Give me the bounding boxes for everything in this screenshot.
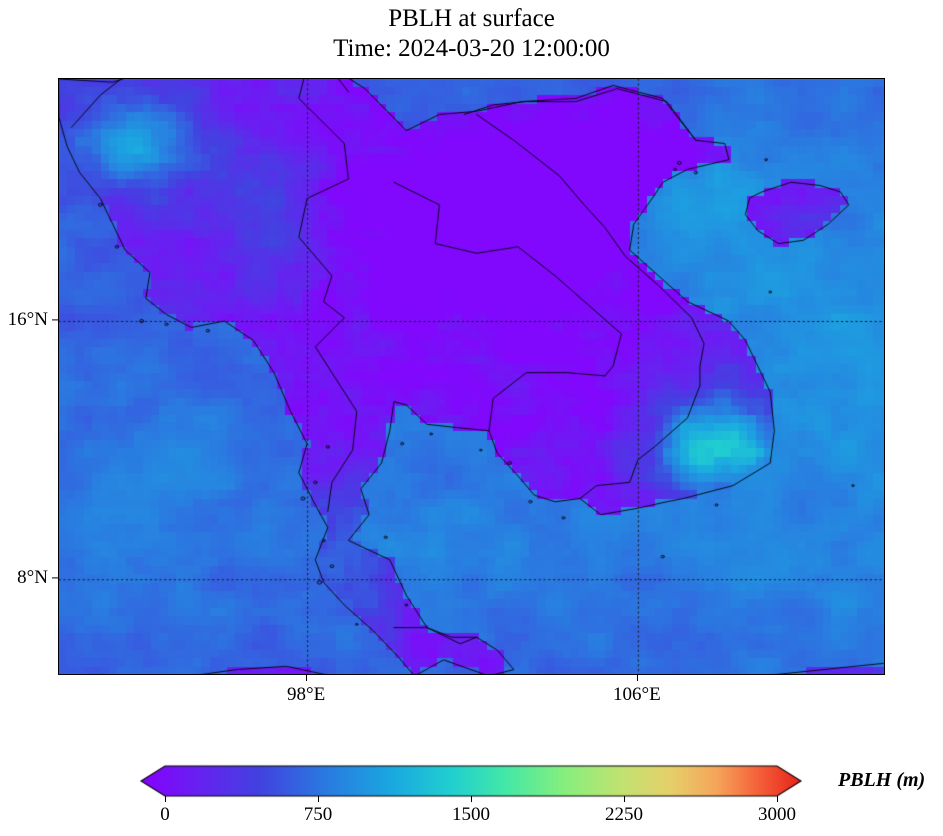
figure-title-block: PBLH at surface Time: 2024-03-20 12:00:0… (0, 4, 943, 63)
y-tick-mark (52, 319, 58, 321)
colorbar-tick-mark (318, 796, 320, 802)
x-tick-mark (636, 675, 639, 681)
x-tick-mark (306, 675, 308, 681)
colorbar-tick-label: 2250 (605, 804, 643, 825)
y-tick-mark (52, 577, 58, 579)
colorbar-tick-label: 3000 (758, 804, 796, 825)
x-tick-label: 98°E (286, 684, 326, 705)
page-title: PBLH at surface (388, 5, 555, 32)
figure-subtitle-time: Time: 2024-03-20 12:00:00 (333, 34, 610, 62)
colorbar-tick-label: 750 (303, 804, 333, 825)
y-tick-label: 16°N (7, 309, 48, 331)
pblh-heatmap-field (59, 79, 884, 674)
colorbar-gradient[interactable] (140, 762, 802, 806)
colorbar-title: PBLH (m) (838, 769, 926, 791)
colorbar-tick-mark (165, 796, 167, 802)
x-tick-label: 106°E (613, 684, 661, 705)
map-plot-area[interactable] (58, 78, 885, 675)
y-tick-label: 8°N (17, 567, 48, 589)
colorbar-tick-label: 1500 (452, 804, 490, 825)
colorbar-tick-label: 0 (160, 804, 170, 825)
colorbar-tick-mark (624, 796, 626, 802)
colorbar-tick-mark (471, 796, 473, 802)
colorbar-tick-mark (777, 796, 779, 802)
